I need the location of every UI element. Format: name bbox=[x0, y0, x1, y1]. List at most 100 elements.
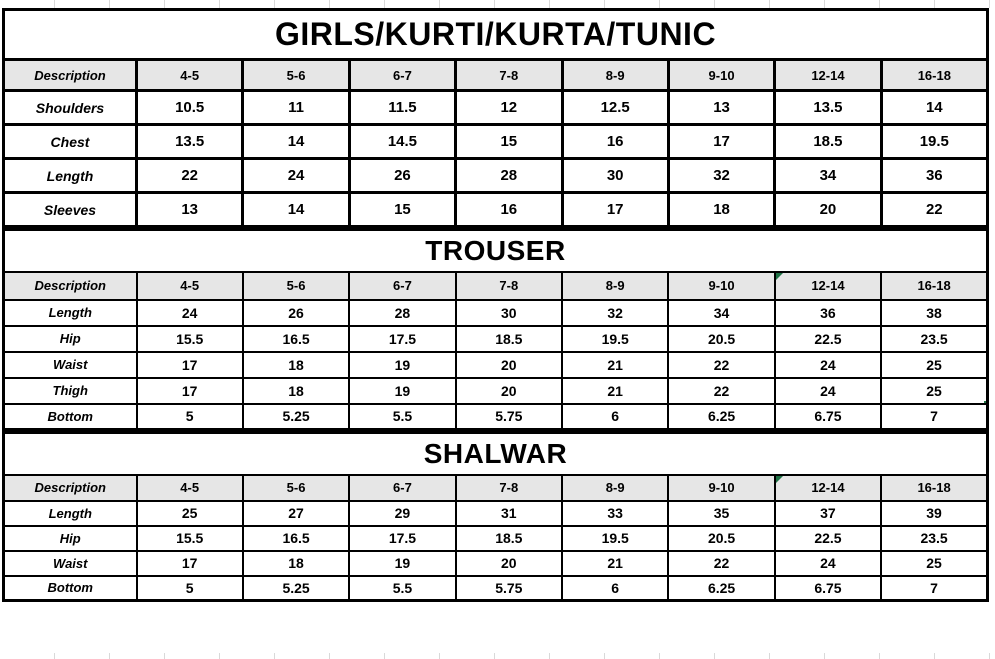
trouser-thigh-12-14[interactable]: 24 bbox=[773, 376, 883, 405]
shalwar-length-8-9[interactable]: 33 bbox=[560, 499, 670, 527]
trouser-thigh-7-8[interactable]: 20 bbox=[454, 376, 564, 405]
trouser-label-waist[interactable]: Waist bbox=[2, 350, 138, 379]
shalwar-bottom-12-14[interactable]: 6.75 bbox=[773, 574, 883, 602]
trouser-waist-7-8[interactable]: 20 bbox=[454, 350, 564, 379]
girls-kurti-kurta-tunic-header-size-6-7[interactable]: 6-7 bbox=[347, 58, 458, 92]
shalwar-label-length[interactable]: Length bbox=[2, 499, 138, 527]
trouser-bottom-16-18[interactable]: 7 bbox=[880, 402, 989, 431]
shalwar-header-size-9-10[interactable]: 9-10 bbox=[667, 473, 776, 502]
trouser-waist-9-10[interactable]: 22 bbox=[667, 350, 776, 379]
girls-kurti-kurta-tunic-sleeves-6-7[interactable]: 15 bbox=[347, 191, 458, 228]
trouser-length-16-18[interactable]: 38 bbox=[880, 298, 989, 327]
shalwar-hip-16-18[interactable]: 23.5 bbox=[880, 524, 989, 552]
girls-kurti-kurta-tunic-shoulders-16-18[interactable]: 14 bbox=[879, 89, 990, 126]
shalwar-header-size-7-8[interactable]: 7-8 bbox=[454, 473, 564, 502]
trouser-length-9-10[interactable]: 34 bbox=[667, 298, 776, 327]
girls-kurti-kurta-tunic-sleeves-9-10[interactable]: 18 bbox=[666, 191, 777, 228]
trouser-hip-7-8[interactable]: 18.5 bbox=[454, 324, 564, 353]
girls-kurti-kurta-tunic-header-size-7-8[interactable]: 7-8 bbox=[454, 58, 564, 92]
girls-kurti-kurta-tunic-sleeves-4-5[interactable]: 13 bbox=[134, 191, 245, 228]
shalwar-header-size-12-14[interactable]: 12-14 bbox=[773, 473, 883, 502]
trouser-header-size-7-8[interactable]: 7-8 bbox=[454, 270, 564, 301]
shalwar-hip-12-14[interactable]: 22.5 bbox=[773, 524, 883, 552]
shalwar-hip-4-5[interactable]: 15.5 bbox=[135, 524, 244, 552]
girls-kurti-kurta-tunic-label-sleeves[interactable]: Sleeves bbox=[2, 191, 138, 228]
trouser-hip-5-6[interactable]: 16.5 bbox=[241, 324, 351, 353]
girls-kurti-kurta-tunic-header-size-4-5[interactable]: 4-5 bbox=[134, 58, 245, 92]
girls-kurti-kurta-tunic-length-7-8[interactable]: 28 bbox=[454, 157, 564, 194]
girls-kurti-kurta-tunic-label-shoulders[interactable]: Shoulders bbox=[2, 89, 138, 126]
shalwar-length-16-18[interactable]: 39 bbox=[880, 499, 989, 527]
shalwar-waist-5-6[interactable]: 18 bbox=[241, 549, 351, 577]
trouser-header-size-6-7[interactable]: 6-7 bbox=[348, 270, 457, 301]
trouser-waist-6-7[interactable]: 19 bbox=[348, 350, 457, 379]
girls-kurti-kurta-tunic-chest-4-5[interactable]: 13.5 bbox=[134, 123, 245, 160]
trouser-label-hip[interactable]: Hip bbox=[2, 324, 138, 353]
girls-kurti-kurta-tunic-sleeves-8-9[interactable]: 17 bbox=[560, 191, 670, 228]
shalwar-length-12-14[interactable]: 37 bbox=[773, 499, 883, 527]
trouser-waist-5-6[interactable]: 18 bbox=[241, 350, 351, 379]
shalwar-hip-7-8[interactable]: 18.5 bbox=[454, 524, 564, 552]
shalwar-bottom-4-5[interactable]: 5 bbox=[135, 574, 244, 602]
shalwar-length-4-5[interactable]: 25 bbox=[135, 499, 244, 527]
girls-kurti-kurta-tunic-shoulders-12-14[interactable]: 13.5 bbox=[773, 89, 883, 126]
trouser-header-description[interactable]: Description bbox=[2, 270, 138, 301]
trouser-waist-4-5[interactable]: 17 bbox=[135, 350, 244, 379]
trouser-thigh-8-9[interactable]: 21 bbox=[560, 376, 670, 405]
shalwar-length-6-7[interactable]: 29 bbox=[348, 499, 457, 527]
girls-kurti-kurta-tunic-sleeves-7-8[interactable]: 16 bbox=[454, 191, 564, 228]
trouser-thigh-6-7[interactable]: 19 bbox=[348, 376, 457, 405]
shalwar-waist-7-8[interactable]: 20 bbox=[454, 549, 564, 577]
shalwar-waist-8-9[interactable]: 21 bbox=[560, 549, 670, 577]
trouser-bottom-6-7[interactable]: 5.5 bbox=[348, 402, 457, 431]
girls-kurti-kurta-tunic-chest-7-8[interactable]: 15 bbox=[454, 123, 564, 160]
trouser-length-8-9[interactable]: 32 bbox=[560, 298, 670, 327]
trouser-length-4-5[interactable]: 24 bbox=[135, 298, 244, 327]
shalwar-length-5-6[interactable]: 27 bbox=[241, 499, 351, 527]
girls-kurti-kurta-tunic-header-size-16-18[interactable]: 16-18 bbox=[879, 58, 990, 92]
shalwar-label-bottom[interactable]: Bottom bbox=[2, 574, 138, 602]
girls-kurti-kurta-tunic-chest-5-6[interactable]: 14 bbox=[241, 123, 351, 160]
shalwar-waist-6-7[interactable]: 19 bbox=[348, 549, 457, 577]
trouser-waist-12-14[interactable]: 24 bbox=[773, 350, 883, 379]
shalwar-header-size-5-6[interactable]: 5-6 bbox=[241, 473, 351, 502]
selected-cell[interactable]: 25 bbox=[880, 376, 989, 405]
shalwar-waist-12-14[interactable]: 24 bbox=[773, 549, 883, 577]
shalwar-hip-6-7[interactable]: 17.5 bbox=[348, 524, 457, 552]
trouser-header-size-5-6[interactable]: 5-6 bbox=[241, 270, 351, 301]
trouser-length-12-14[interactable]: 36 bbox=[773, 298, 883, 327]
shalwar-bottom-7-8[interactable]: 5.75 bbox=[454, 574, 564, 602]
shalwar-label-waist[interactable]: Waist bbox=[2, 549, 138, 577]
trouser-header-size-4-5[interactable]: 4-5 bbox=[135, 270, 244, 301]
shalwar-hip-8-9[interactable]: 19.5 bbox=[560, 524, 670, 552]
trouser-thigh-9-10[interactable]: 22 bbox=[667, 376, 776, 405]
shalwar-length-7-8[interactable]: 31 bbox=[454, 499, 564, 527]
trouser-bottom-9-10[interactable]: 6.25 bbox=[667, 402, 776, 431]
shalwar-header-size-6-7[interactable]: 6-7 bbox=[348, 473, 457, 502]
girls-kurti-kurta-tunic-shoulders-8-9[interactable]: 12.5 bbox=[560, 89, 670, 126]
trouser-length-6-7[interactable]: 28 bbox=[348, 298, 457, 327]
trouser-bottom-7-8[interactable]: 5.75 bbox=[454, 402, 564, 431]
trouser-hip-16-18[interactable]: 23.5 bbox=[880, 324, 989, 353]
shalwar-length-9-10[interactable]: 35 bbox=[667, 499, 776, 527]
girls-kurti-kurta-tunic-length-8-9[interactable]: 30 bbox=[560, 157, 670, 194]
girls-kurti-kurta-tunic-sleeves-16-18[interactable]: 22 bbox=[879, 191, 990, 228]
trouser-length-5-6[interactable]: 26 bbox=[241, 298, 351, 327]
trouser-header-size-12-14[interactable]: 12-14 bbox=[773, 270, 883, 301]
girls-kurti-kurta-tunic-length-16-18[interactable]: 36 bbox=[879, 157, 990, 194]
shalwar-bottom-5-6[interactable]: 5.25 bbox=[241, 574, 351, 602]
trouser-thigh-4-5[interactable]: 17 bbox=[135, 376, 244, 405]
trouser-header-size-16-18[interactable]: 16-18 bbox=[880, 270, 989, 301]
girls-kurti-kurta-tunic-header-size-9-10[interactable]: 9-10 bbox=[666, 58, 777, 92]
girls-kurti-kurta-tunic-shoulders-4-5[interactable]: 10.5 bbox=[134, 89, 245, 126]
trouser-hip-8-9[interactable]: 19.5 bbox=[560, 324, 670, 353]
girls-kurti-kurta-tunic-chest-9-10[interactable]: 17 bbox=[666, 123, 777, 160]
shalwar-waist-4-5[interactable]: 17 bbox=[135, 549, 244, 577]
shalwar-hip-9-10[interactable]: 20.5 bbox=[667, 524, 776, 552]
girls-kurti-kurta-tunic-shoulders-5-6[interactable]: 11 bbox=[241, 89, 351, 126]
trouser-header-size-9-10[interactable]: 9-10 bbox=[667, 270, 776, 301]
girls-kurti-kurta-tunic-length-9-10[interactable]: 32 bbox=[666, 157, 777, 194]
trouser-bottom-12-14[interactable]: 6.75 bbox=[773, 402, 883, 431]
girls-kurti-kurta-tunic-header-size-5-6[interactable]: 5-6 bbox=[241, 58, 351, 92]
girls-kurti-kurta-tunic-header-size-12-14[interactable]: 12-14 bbox=[773, 58, 883, 92]
